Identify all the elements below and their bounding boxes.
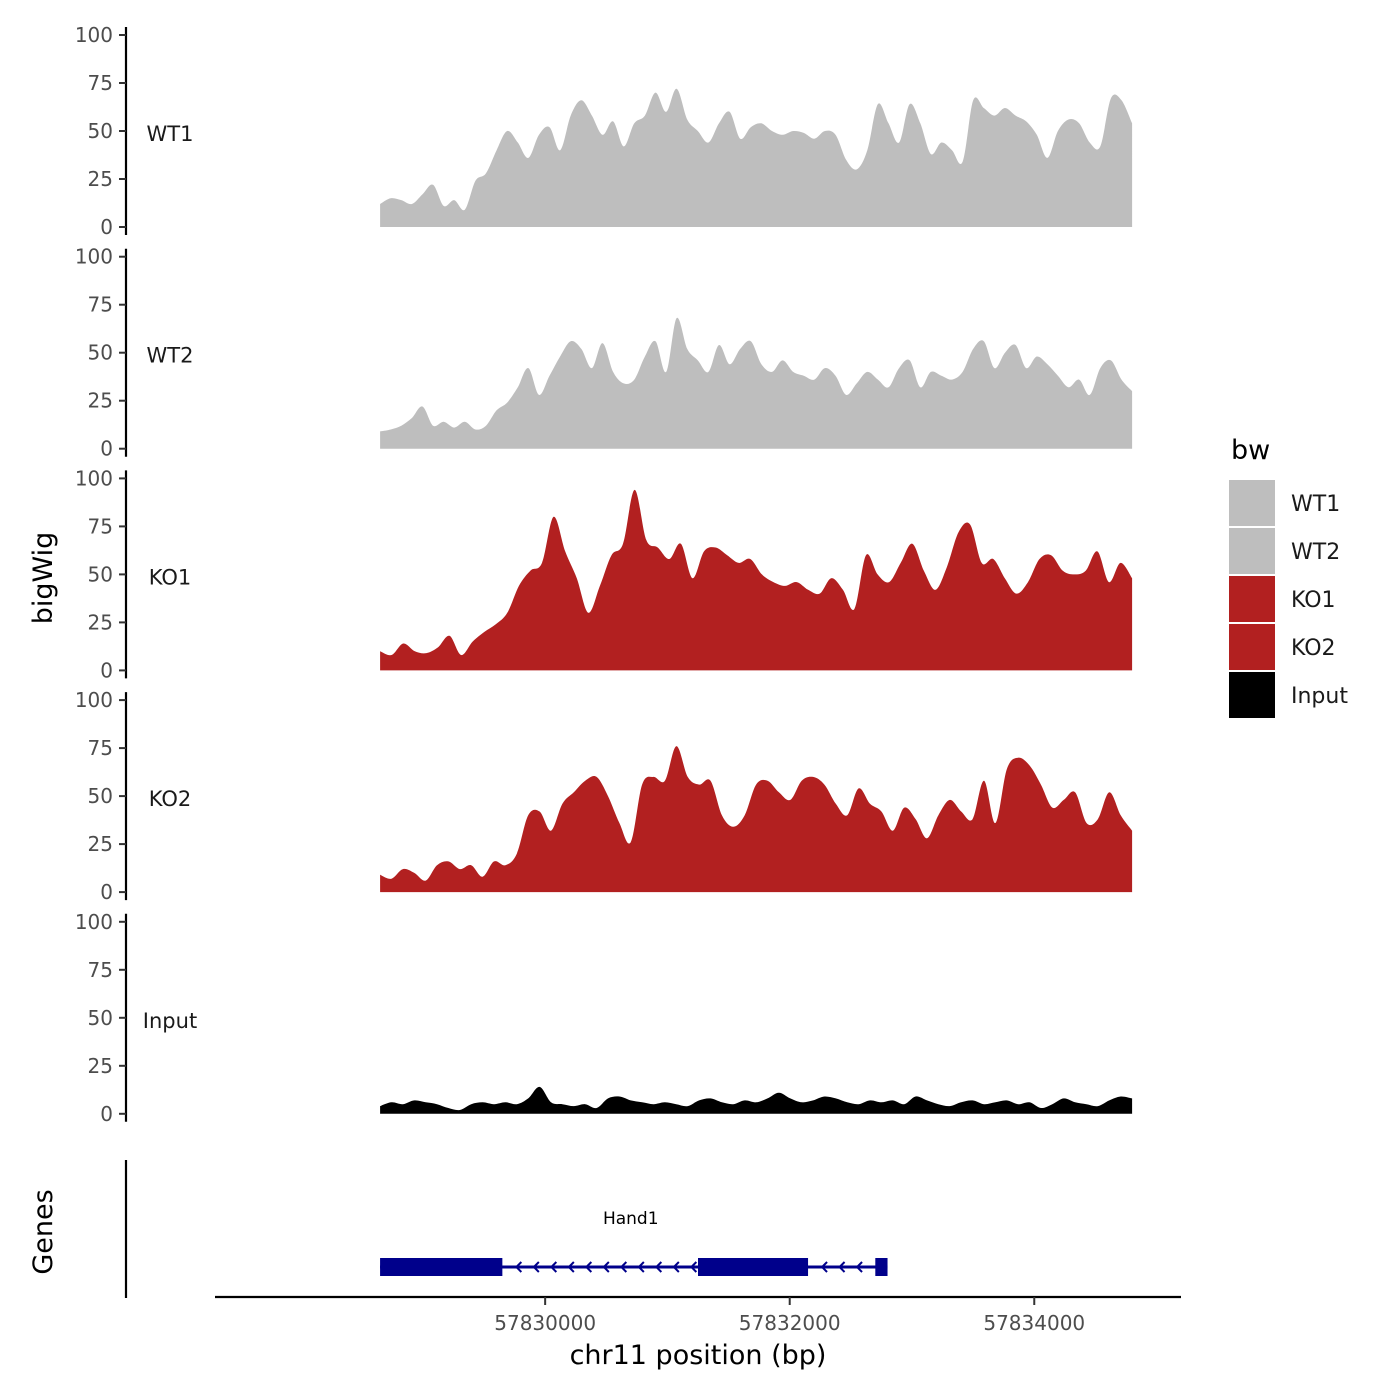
y-tick-label: 50 [88, 119, 113, 143]
y-axis-title: bigWig [28, 532, 59, 625]
track-input: 0 25 50 75 100 Input [75, 910, 1133, 1126]
y-tick-label: 0 [100, 658, 113, 682]
gene-exon [875, 1258, 888, 1276]
y-tick-label: 0 [100, 1102, 113, 1126]
track-ko2: 0 25 50 75 100 KO2 [75, 688, 1133, 904]
gene-strand-arrow [820, 1261, 828, 1273]
legend-swatch-ko1 [1229, 576, 1275, 622]
y-tick-label: 50 [88, 562, 113, 586]
signal-area-wt1 [380, 88, 1133, 227]
y-tick-label: 50 [88, 1006, 113, 1030]
gene-strand-arrow [567, 1261, 575, 1273]
y-tick-label: 75 [88, 71, 113, 95]
gene-strand-arrow [584, 1261, 593, 1273]
genes-axis-title: Genes [28, 1189, 59, 1274]
legend-label-wt1: WT1 [1291, 492, 1340, 517]
signal-area-ko2 [380, 746, 1133, 893]
gene-strand-arrow [855, 1261, 863, 1273]
legend-label-input: Input [1291, 684, 1348, 709]
x-tick-label: 57834000 [983, 1311, 1085, 1335]
x-axis-title: chr11 position (bp) [570, 1340, 827, 1371]
legend-swatch-wt1 [1229, 480, 1275, 526]
y-tick-label: 25 [88, 610, 113, 634]
y-tick-label: 100 [75, 466, 113, 490]
legend-label-ko2: KO2 [1291, 636, 1336, 661]
legend-swatch-ko2 [1229, 624, 1275, 670]
y-tick-label: 75 [88, 958, 113, 982]
y-tick-label: 75 [88, 736, 113, 760]
y-tick-label: 0 [100, 215, 113, 239]
legend-label-wt2: WT2 [1291, 540, 1340, 565]
track-label-wt1: WT1 [147, 122, 194, 146]
gene-strand-arrow [619, 1261, 628, 1273]
gene-strand-arrow [654, 1261, 663, 1273]
y-tick-label: 100 [75, 910, 113, 934]
legend-title: bw [1231, 435, 1270, 466]
gene-name-label: Hand1 [603, 1209, 659, 1229]
track-label-ko2: KO2 [149, 787, 192, 811]
y-tick-label: 75 [88, 514, 113, 538]
y-tick-label: 100 [75, 688, 113, 712]
signal-area-wt2 [380, 317, 1133, 449]
y-tick-label: 50 [88, 341, 113, 365]
gene-strand-arrow [838, 1261, 846, 1273]
y-tick-label: 0 [100, 437, 113, 461]
x-tick-label: 57830000 [494, 1311, 596, 1335]
track-label-ko1: KO1 [149, 565, 192, 589]
gene-strand-arrow [689, 1261, 698, 1273]
legend-label-ko1: KO1 [1291, 588, 1336, 613]
signal-area-ko1 [380, 489, 1133, 671]
x-tick-label: 57832000 [739, 1311, 841, 1335]
signal-area-input [380, 1086, 1133, 1114]
track-wt2: 0 25 50 75 100 WT2 [75, 245, 1133, 461]
track-label-input: Input [143, 1009, 197, 1033]
gene-exon [380, 1258, 503, 1276]
gene-strand-arrow [637, 1261, 645, 1273]
y-tick-label: 75 [88, 293, 113, 317]
y-tick-label: 50 [88, 784, 113, 808]
gene-strand-arrow [602, 1261, 610, 1273]
y-tick-label: 100 [75, 245, 113, 269]
gene-exon [698, 1258, 809, 1276]
y-tick-label: 25 [88, 1054, 113, 1078]
legend-swatch-wt2 [1229, 528, 1275, 574]
y-tick-label: 25 [88, 389, 113, 413]
y-tick-label: 25 [88, 832, 113, 856]
gene-strand-arrow [672, 1261, 680, 1273]
gene-strand-arrow [549, 1261, 558, 1273]
y-tick-label: 100 [75, 23, 113, 47]
track-ko1: 0 25 50 75 100 KO1 [75, 466, 1133, 682]
gene-strand-arrow [532, 1261, 540, 1273]
legend-swatch-input [1229, 672, 1275, 718]
track-label-wt2: WT2 [147, 344, 194, 368]
track-wt1: 0 25 50 75 100 WT1 [75, 23, 1133, 239]
gene-strand-arrow [514, 1261, 523, 1273]
y-tick-label: 0 [100, 880, 113, 904]
y-tick-label: 25 [88, 167, 113, 191]
